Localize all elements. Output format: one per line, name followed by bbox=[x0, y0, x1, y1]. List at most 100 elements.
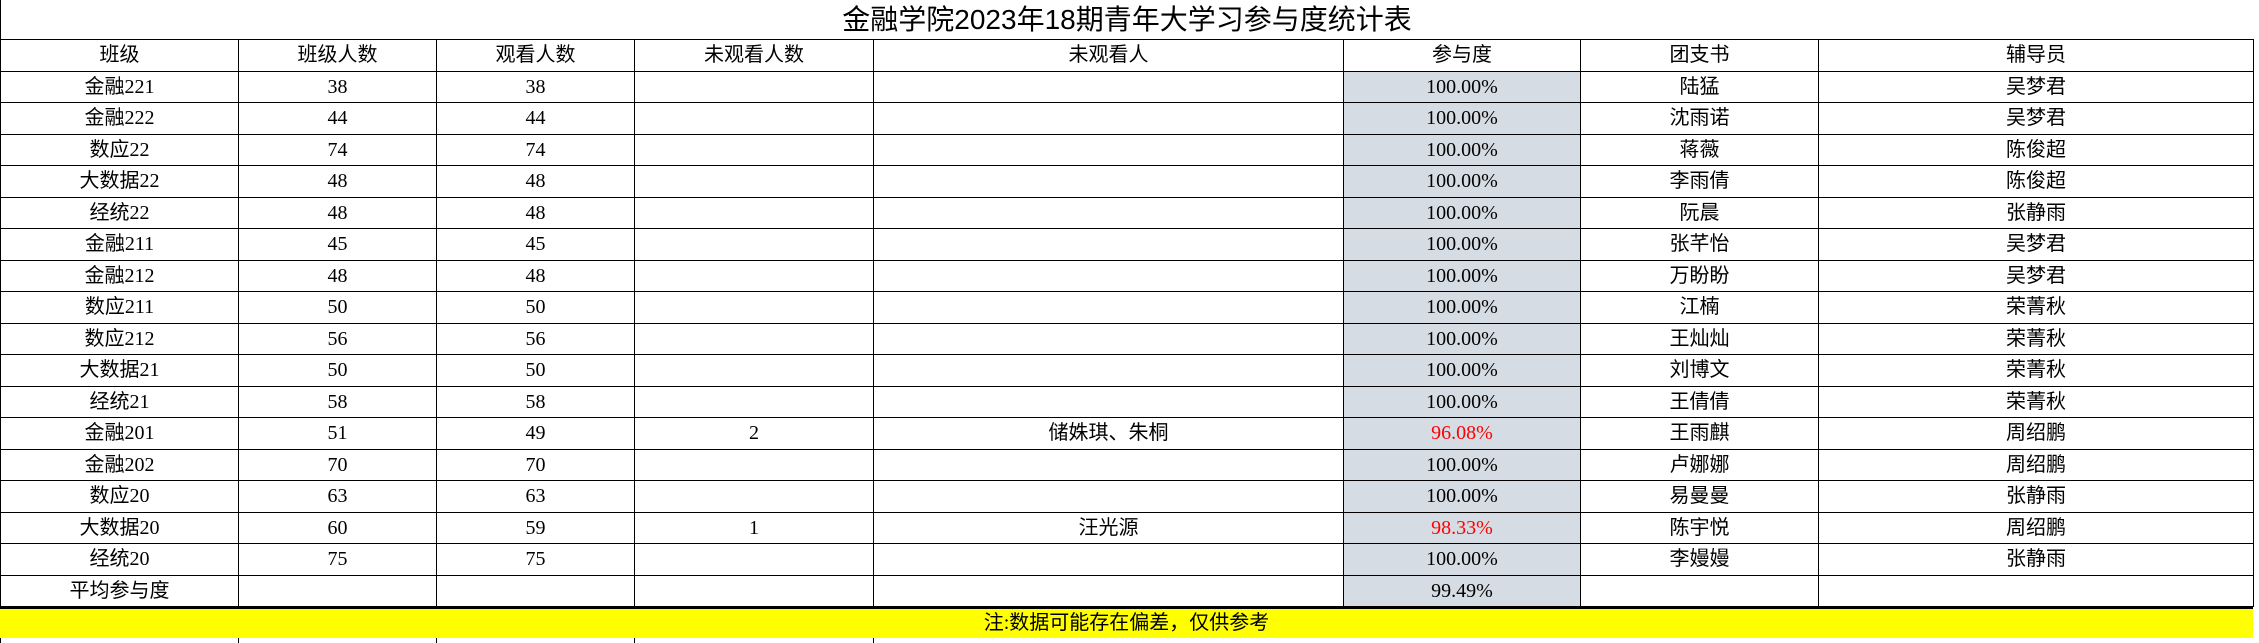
rate-cell[interactable]: 100.00% bbox=[1343, 448, 1581, 481]
counselor-cell[interactable]: 张静雨 bbox=[1818, 196, 2254, 229]
missed-cell[interactable] bbox=[634, 448, 874, 481]
rate-cell[interactable]: 100.00% bbox=[1343, 322, 1581, 355]
watched-cell[interactable]: 50 bbox=[436, 291, 635, 324]
counselor-cell[interactable]: 荣菁秋 bbox=[1818, 291, 2254, 324]
secretary-cell[interactable]: 沈雨诺 bbox=[1580, 102, 1819, 135]
watched-cell[interactable]: 56 bbox=[436, 322, 635, 355]
missed-cell[interactable]: 2 bbox=[634, 417, 874, 450]
total-cell[interactable]: 50 bbox=[238, 291, 437, 324]
class-cell[interactable]: 数应20 bbox=[0, 480, 239, 513]
watched-cell[interactable]: 70 bbox=[436, 448, 635, 481]
class-cell[interactable]: 经统22 bbox=[0, 196, 239, 229]
watched-cell[interactable]: 75 bbox=[436, 543, 635, 576]
secretary-cell[interactable]: 刘博文 bbox=[1580, 354, 1819, 387]
rate-cell[interactable]: 100.00% bbox=[1343, 196, 1581, 229]
rate-cell[interactable]: 100.00% bbox=[1343, 354, 1581, 387]
missed-names-cell[interactable] bbox=[873, 543, 1344, 576]
watched-cell[interactable]: 74 bbox=[436, 133, 635, 166]
counselor-cell[interactable]: 陈俊超 bbox=[1818, 165, 2254, 198]
counselor-cell[interactable]: 荣菁秋 bbox=[1818, 354, 2254, 387]
watched-cell[interactable]: 48 bbox=[436, 196, 635, 229]
counselor-cell[interactable]: 张静雨 bbox=[1818, 480, 2254, 513]
watched-cell[interactable]: 59 bbox=[436, 511, 635, 544]
class-cell[interactable]: 经统20 bbox=[0, 543, 239, 576]
header-total[interactable]: 班级人数 bbox=[238, 39, 437, 72]
class-cell[interactable]: 大数据22 bbox=[0, 165, 239, 198]
class-cell[interactable]: 经统21 bbox=[0, 385, 239, 418]
missed-cell[interactable] bbox=[634, 70, 874, 103]
rate-cell[interactable]: 100.00% bbox=[1343, 480, 1581, 513]
missed-names-cell[interactable] bbox=[873, 448, 1344, 481]
counselor-cell[interactable]: 吴梦君 bbox=[1818, 228, 2254, 261]
watched-cell[interactable]: 58 bbox=[436, 385, 635, 418]
missed-cell[interactable] bbox=[634, 385, 874, 418]
secretary-cell[interactable]: 王倩倩 bbox=[1580, 385, 1819, 418]
missed-cell[interactable] bbox=[634, 228, 874, 261]
counselor-cell[interactable]: 荣菁秋 bbox=[1818, 385, 2254, 418]
missed-cell[interactable] bbox=[634, 543, 874, 576]
secretary-cell[interactable]: 阮晨 bbox=[1580, 196, 1819, 229]
watched-cell[interactable]: 49 bbox=[436, 417, 635, 450]
total-cell[interactable]: 44 bbox=[238, 102, 437, 135]
missed-cell[interactable] bbox=[634, 165, 874, 198]
missed-cell[interactable] bbox=[634, 291, 874, 324]
secretary-cell[interactable]: 易曼曼 bbox=[1580, 480, 1819, 513]
missed-names-cell[interactable] bbox=[873, 259, 1344, 292]
rate-cell[interactable]: 96.08% bbox=[1343, 417, 1581, 450]
total-cell[interactable]: 74 bbox=[238, 133, 437, 166]
missed-cell[interactable] bbox=[634, 102, 874, 135]
missed-cell[interactable] bbox=[634, 354, 874, 387]
secretary-cell[interactable]: 李嫚嫚 bbox=[1580, 543, 1819, 576]
missed-cell[interactable] bbox=[634, 133, 874, 166]
watched-cell[interactable]: 63 bbox=[436, 480, 635, 513]
total-cell[interactable]: 48 bbox=[238, 165, 437, 198]
header-missed[interactable]: 未观看人数 bbox=[634, 39, 874, 72]
missed-cell[interactable] bbox=[634, 259, 874, 292]
class-cell[interactable]: 金融202 bbox=[0, 448, 239, 481]
empty-cell[interactable] bbox=[1818, 574, 2254, 607]
missed-cell[interactable] bbox=[634, 196, 874, 229]
secretary-cell[interactable]: 陈宇悦 bbox=[1580, 511, 1819, 544]
total-cell[interactable]: 63 bbox=[238, 480, 437, 513]
missed-names-cell[interactable] bbox=[873, 133, 1344, 166]
header-class[interactable]: 班级 bbox=[0, 39, 239, 72]
missed-names-cell[interactable] bbox=[873, 102, 1344, 135]
total-cell[interactable]: 50 bbox=[238, 354, 437, 387]
missed-cell[interactable] bbox=[634, 480, 874, 513]
missed-names-cell[interactable] bbox=[873, 228, 1344, 261]
rate-cell[interactable]: 98.33% bbox=[1343, 511, 1581, 544]
total-cell[interactable]: 56 bbox=[238, 322, 437, 355]
counselor-cell[interactable]: 周绍鹏 bbox=[1818, 448, 2254, 481]
counselor-cell[interactable]: 吴梦君 bbox=[1818, 259, 2254, 292]
total-cell[interactable]: 38 bbox=[238, 70, 437, 103]
average-rate[interactable]: 99.49% bbox=[1343, 574, 1581, 607]
counselor-cell[interactable]: 陈俊超 bbox=[1818, 133, 2254, 166]
counselor-cell[interactable]: 吴梦君 bbox=[1818, 102, 2254, 135]
class-cell[interactable]: 金融201 bbox=[0, 417, 239, 450]
secretary-cell[interactable]: 李雨倩 bbox=[1580, 165, 1819, 198]
missed-names-cell[interactable] bbox=[873, 354, 1344, 387]
class-cell[interactable]: 数应22 bbox=[0, 133, 239, 166]
missed-names-cell[interactable] bbox=[873, 480, 1344, 513]
missed-names-cell[interactable] bbox=[873, 165, 1344, 198]
missed-names-cell[interactable] bbox=[873, 196, 1344, 229]
empty-cell[interactable] bbox=[634, 574, 874, 607]
empty-cell[interactable] bbox=[436, 574, 635, 607]
header-watched[interactable]: 观看人数 bbox=[436, 39, 635, 72]
total-cell[interactable]: 75 bbox=[238, 543, 437, 576]
rate-cell[interactable]: 100.00% bbox=[1343, 228, 1581, 261]
rate-cell[interactable]: 100.00% bbox=[1343, 385, 1581, 418]
header-secretary[interactable]: 团支书 bbox=[1580, 39, 1819, 72]
class-cell[interactable]: 金融222 bbox=[0, 102, 239, 135]
rate-cell[interactable]: 100.00% bbox=[1343, 543, 1581, 576]
average-label[interactable]: 平均参与度 bbox=[0, 574, 239, 607]
rate-cell[interactable]: 100.00% bbox=[1343, 102, 1581, 135]
counselor-cell[interactable]: 周绍鹏 bbox=[1818, 511, 2254, 544]
secretary-cell[interactable]: 张芊怡 bbox=[1580, 228, 1819, 261]
secretary-cell[interactable]: 卢娜娜 bbox=[1580, 448, 1819, 481]
empty-cell[interactable] bbox=[1580, 574, 1819, 607]
empty-cell[interactable] bbox=[238, 574, 437, 607]
rate-cell[interactable]: 100.00% bbox=[1343, 259, 1581, 292]
rate-cell[interactable]: 100.00% bbox=[1343, 165, 1581, 198]
total-cell[interactable]: 51 bbox=[238, 417, 437, 450]
